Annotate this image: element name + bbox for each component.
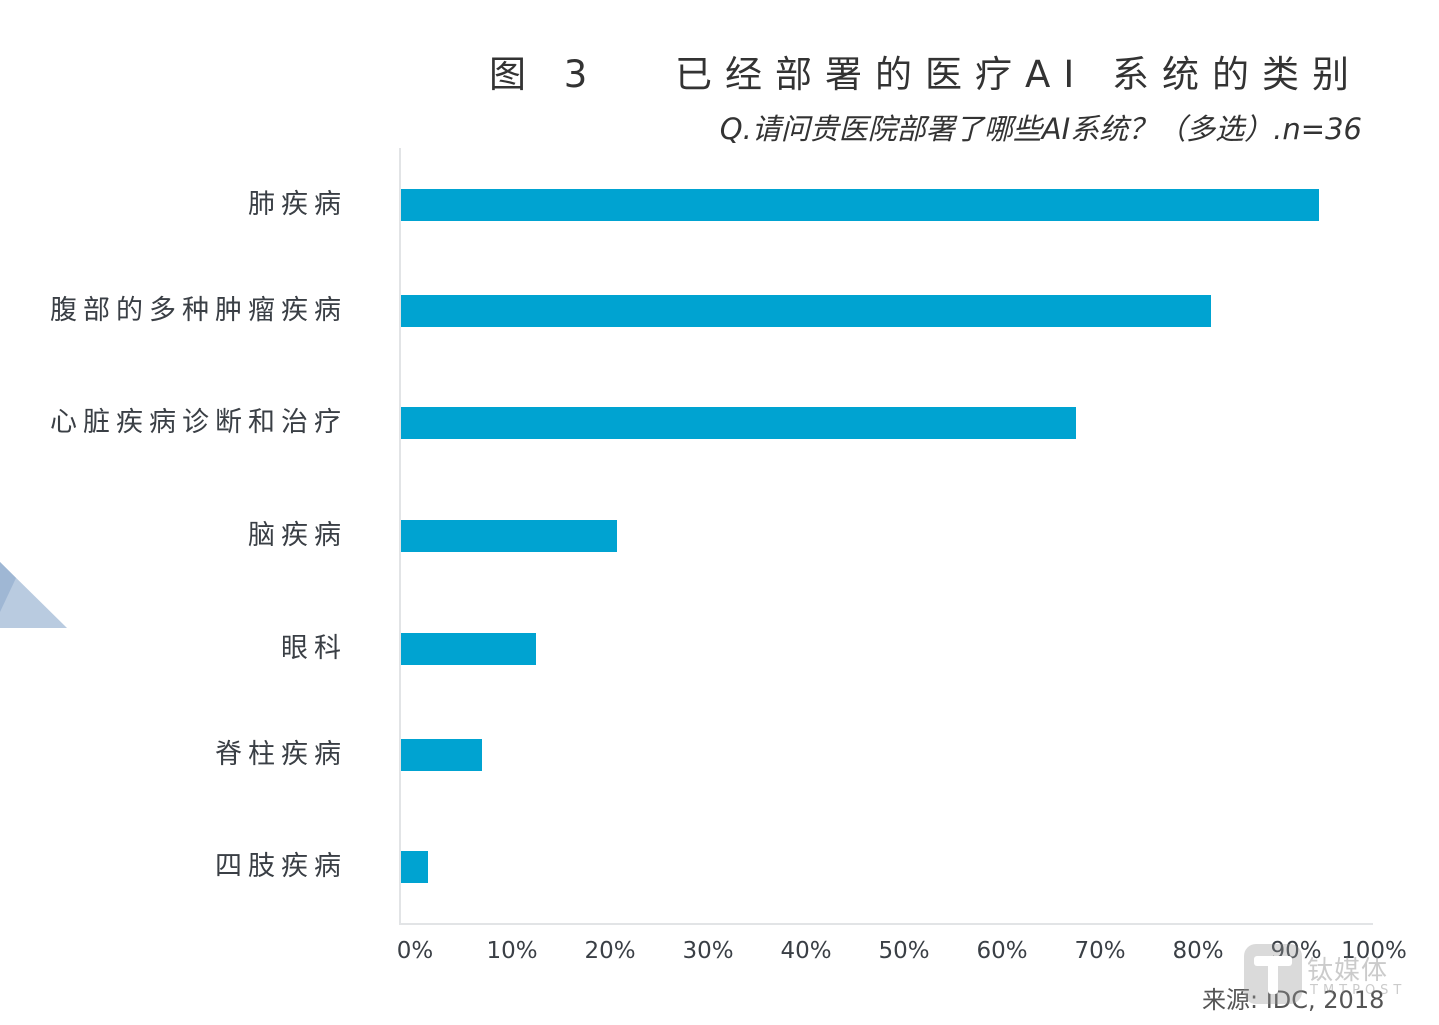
bar	[401, 851, 429, 883]
x-tick-label: 70%	[1074, 938, 1126, 964]
category-label: 四肢疾病	[215, 851, 347, 882]
watermark-text: 钛媒体	[1307, 956, 1389, 986]
x-tick-label: 10%	[486, 938, 538, 964]
x-tick-label: 0%	[396, 938, 434, 964]
bar	[401, 633, 537, 665]
category-label: 心脏疾病诊断和治疗	[50, 407, 347, 438]
bar	[401, 189, 1319, 221]
x-tick-label: 30%	[682, 938, 734, 964]
x-axis-line	[399, 923, 1373, 925]
x-tick-label: 60%	[976, 938, 1028, 964]
bar	[401, 520, 617, 552]
category-label: 脊柱疾病	[215, 739, 347, 770]
category-label: 眼科	[281, 633, 347, 664]
x-tick-label: 20%	[584, 938, 636, 964]
x-tick-label: 100%	[1341, 938, 1407, 964]
category-label: 腹部的多种肿瘤疾病	[50, 295, 347, 326]
y-axis-line	[399, 148, 401, 925]
decorative-triangle-icon	[0, 562, 67, 628]
bar	[401, 295, 1211, 327]
page-title: 图 3 已经部署的医疗AI 系统的类别	[488, 53, 1362, 96]
category-label: 脑疾病	[248, 520, 347, 551]
watermark-subtext: TMTPOST	[1310, 983, 1407, 998]
category-label: 肺疾病	[248, 189, 347, 220]
x-tick-label: 80%	[1172, 938, 1224, 964]
page-subtitle: Q.请问贵医院部署了哪些AI系统？（多选）.n=36	[719, 112, 1362, 146]
watermark-logo-icon	[1244, 944, 1302, 1004]
source-note: 来源: IDC, 2018	[1202, 986, 1385, 1014]
bar	[401, 739, 482, 771]
bar	[401, 407, 1076, 439]
x-tick-label: 40%	[780, 938, 832, 964]
x-tick-label: 50%	[878, 938, 930, 964]
